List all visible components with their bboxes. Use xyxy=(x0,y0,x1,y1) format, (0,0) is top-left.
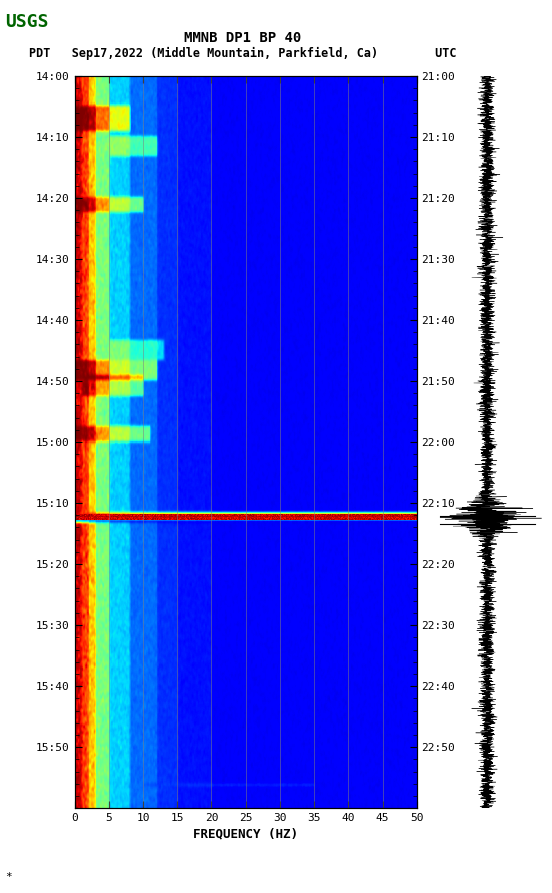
X-axis label: FREQUENCY (HZ): FREQUENCY (HZ) xyxy=(193,827,298,840)
Text: PDT   Sep17,2022 (Middle Mountain, Parkfield, Ca)        UTC: PDT Sep17,2022 (Middle Mountain, Parkfie… xyxy=(29,47,457,60)
Text: MMNB DP1 BP 40: MMNB DP1 BP 40 xyxy=(184,31,301,46)
Text: USGS: USGS xyxy=(6,13,49,31)
Text: *: * xyxy=(6,872,12,882)
